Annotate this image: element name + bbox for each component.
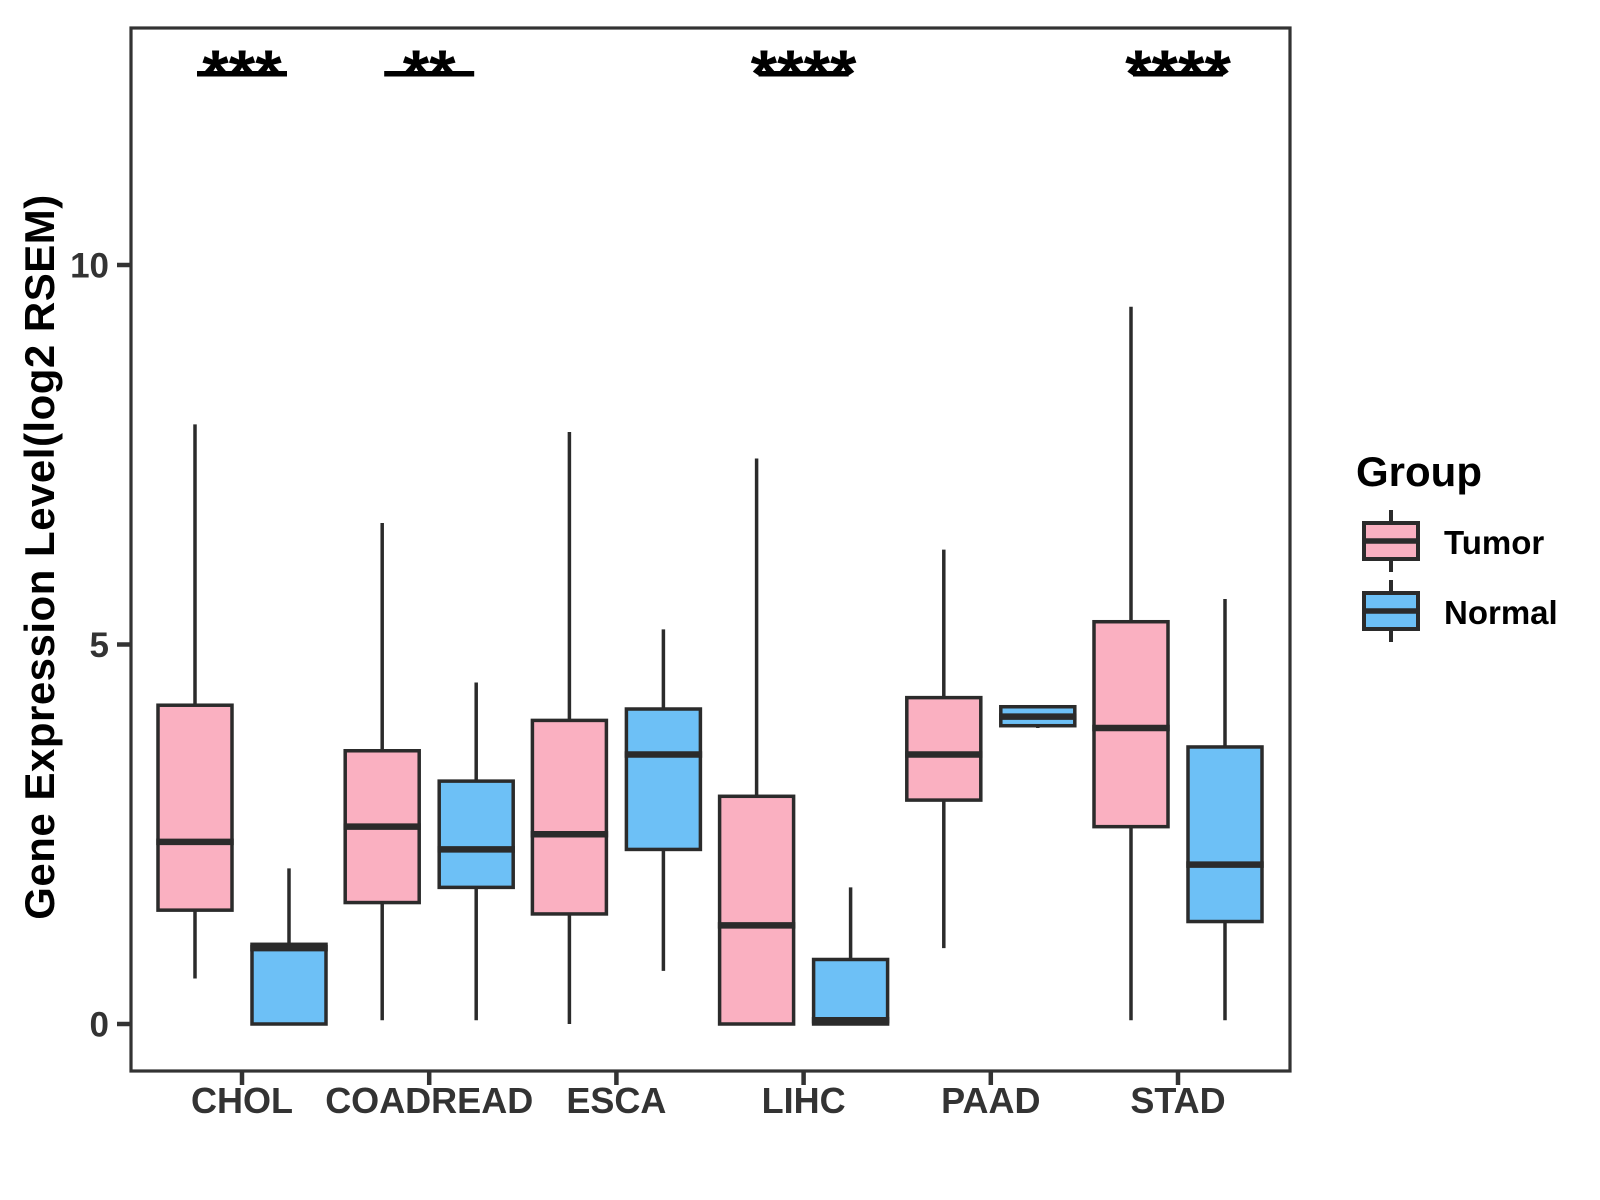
- box-normal: [250, 942, 328, 1026]
- legend-title: Group: [1356, 448, 1482, 495]
- significance-stars: ****: [751, 36, 857, 112]
- significance-stars: ****: [1125, 36, 1231, 112]
- x-tick-label: STAD: [1130, 1080, 1225, 1121]
- legend-key-normal-icon: [1362, 580, 1420, 642]
- significance-bar: [1133, 71, 1223, 77]
- box-normal: [624, 707, 703, 852]
- x-tick-label: LIHC: [762, 1080, 846, 1121]
- box-normal: [811, 957, 890, 1026]
- significance-bar: [758, 71, 849, 77]
- box-tumor: [156, 703, 234, 912]
- significance-bar: [384, 71, 475, 77]
- x-tick-label: CHOL: [191, 1080, 293, 1121]
- box-tumor: [530, 718, 609, 916]
- legend-key-tumor-icon: [1362, 510, 1420, 572]
- y-axis-title: Gene Expression Level(log2 RSEM): [16, 194, 63, 920]
- box-tumor: [905, 695, 983, 802]
- legend-label-tumor: Tumor: [1444, 524, 1545, 561]
- box-tumor: [717, 794, 796, 1026]
- y-tick-label: 10: [70, 247, 109, 286]
- x-tick-label: COADREAD: [325, 1080, 533, 1121]
- significance-stars: **: [403, 36, 456, 112]
- significance-stars: ***: [202, 36, 282, 112]
- y-tick-label: 5: [90, 626, 109, 665]
- x-tick-label: ESCA: [566, 1080, 666, 1121]
- x-tick-label: PAAD: [941, 1080, 1040, 1121]
- legend-label-normal: Normal: [1444, 594, 1558, 631]
- box-tumor: [1092, 619, 1170, 829]
- significance-bar: [197, 71, 287, 77]
- y-tick-label: 0: [90, 1006, 109, 1045]
- plot-panel: [129, 26, 1292, 1073]
- box-normal: [437, 779, 515, 890]
- box-normal: [1186, 745, 1264, 924]
